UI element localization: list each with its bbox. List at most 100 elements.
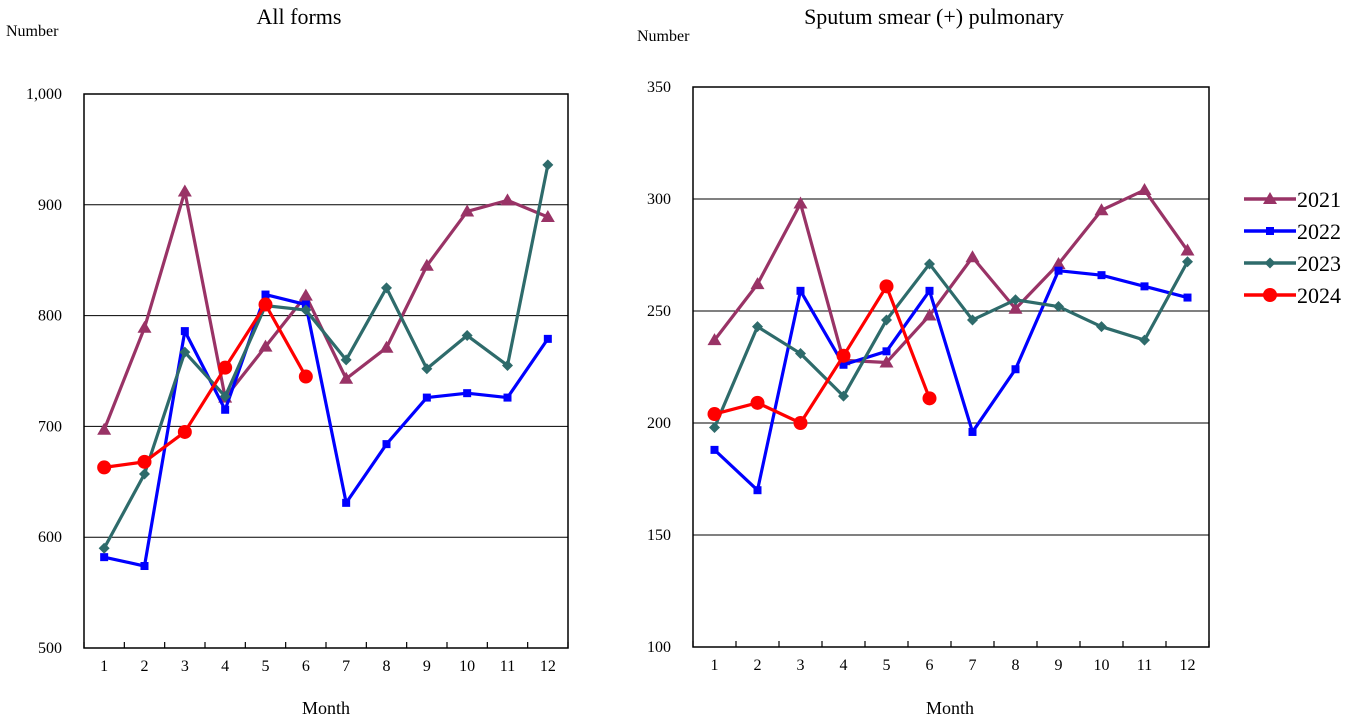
data-point: [709, 421, 720, 433]
data-point: [796, 286, 805, 295]
data-point: [100, 553, 109, 562]
data-point: [177, 184, 192, 197]
series-2024: [97, 297, 313, 475]
data-point: [261, 290, 270, 299]
series-line-2023: [713, 260, 1189, 429]
data-point: [882, 347, 891, 356]
x-tick-label: 8: [383, 658, 391, 675]
data-point: [1137, 183, 1152, 196]
data-point: [300, 304, 312, 316]
chart-all-forms: All forms Number Month 500 600 700 800 900 1,…: [6, 4, 569, 718]
data-point: [137, 320, 152, 333]
x-tick-label: 5: [262, 658, 270, 675]
data-point: [922, 308, 937, 321]
data-point: [967, 314, 978, 326]
data-point: [177, 424, 192, 439]
x-tick-label: 11: [500, 658, 515, 675]
data-point: [258, 297, 273, 312]
data-point: [1054, 266, 1063, 275]
series-2023: [709, 256, 1193, 433]
data-point: [1183, 293, 1192, 302]
data-point: [340, 354, 352, 366]
data-point: [836, 348, 851, 363]
data-point: [1094, 203, 1109, 216]
y-tick-label: 150: [647, 527, 671, 544]
x-tick-label: 10: [459, 658, 475, 675]
data-point: [219, 390, 231, 402]
x-tick-label: 4: [840, 657, 848, 674]
y-tick-label: 900: [38, 197, 62, 214]
series-2023: [98, 159, 554, 554]
data-point: [342, 498, 351, 507]
data-point: [1010, 294, 1021, 306]
y-tick-label: 700: [38, 418, 62, 435]
data-point: [881, 314, 892, 326]
data-point: [968, 427, 977, 436]
legend-marker: [1263, 288, 1277, 302]
series-line-2024: [714, 284, 931, 425]
x-tick-label: 2: [754, 657, 762, 674]
y-tick-label: 200: [647, 415, 671, 432]
data-point: [381, 282, 392, 294]
chart-title: Sputum smear (+) pulmonary: [804, 4, 1064, 29]
data-point: [1011, 365, 1020, 374]
y-tick-label: 350: [647, 79, 671, 96]
legend-label: 2022: [1297, 219, 1341, 244]
series-line-2022: [713, 269, 1188, 492]
data-point: [707, 333, 722, 346]
x-tick-label: 12: [540, 658, 556, 675]
data-point: [500, 193, 515, 206]
y-tick-label: 800: [38, 308, 62, 325]
data-point: [793, 416, 808, 430]
x-tick-label: 1: [711, 657, 719, 674]
data-point: [925, 286, 934, 295]
data-point: [838, 390, 849, 402]
data-point: [922, 391, 937, 406]
data-point: [1053, 301, 1064, 313]
legend-marker: [1264, 257, 1276, 269]
series-line-2021: [713, 188, 1189, 365]
y-tick-label: 600: [38, 529, 62, 546]
y-axis-label: Number: [6, 23, 59, 40]
data-point: [839, 360, 848, 369]
x-axis-label: Month: [302, 698, 350, 718]
legend-marker: [1263, 192, 1277, 204]
data-point: [419, 258, 434, 271]
data-point: [221, 405, 230, 414]
data-point: [752, 321, 763, 333]
data-point: [460, 204, 475, 217]
x-tick-label: 3: [797, 657, 805, 674]
data-point: [339, 371, 354, 384]
legend-marker: [1266, 227, 1274, 235]
data-point: [750, 277, 765, 290]
data-point: [753, 486, 762, 495]
x-tick-label: 12: [1180, 657, 1196, 674]
x-tick-label: 8: [1012, 657, 1020, 674]
data-point: [750, 395, 765, 410]
data-point: [1096, 321, 1107, 333]
data-point: [258, 339, 273, 352]
data-point: [298, 369, 313, 384]
legend-item: 2024: [1244, 283, 1341, 308]
legend-item: 2021: [1244, 187, 1341, 212]
legend-item: 2022: [1244, 219, 1341, 244]
data-point: [298, 288, 313, 301]
data-point: [218, 360, 233, 375]
data-point: [924, 258, 935, 270]
data-point: [795, 348, 806, 360]
data-point: [97, 460, 112, 475]
data-point: [1140, 282, 1149, 291]
data-point: [1097, 271, 1106, 280]
data-point: [137, 454, 152, 469]
data-point: [463, 389, 472, 398]
data-point: [542, 159, 554, 171]
plot-frame: [83, 93, 569, 649]
y-tick-label: 300: [647, 191, 671, 208]
data-point: [540, 209, 555, 222]
series-line-2023: [102, 164, 550, 550]
data-point: [301, 300, 310, 309]
data-point: [422, 393, 431, 402]
y-tick-label: 250: [647, 303, 671, 320]
